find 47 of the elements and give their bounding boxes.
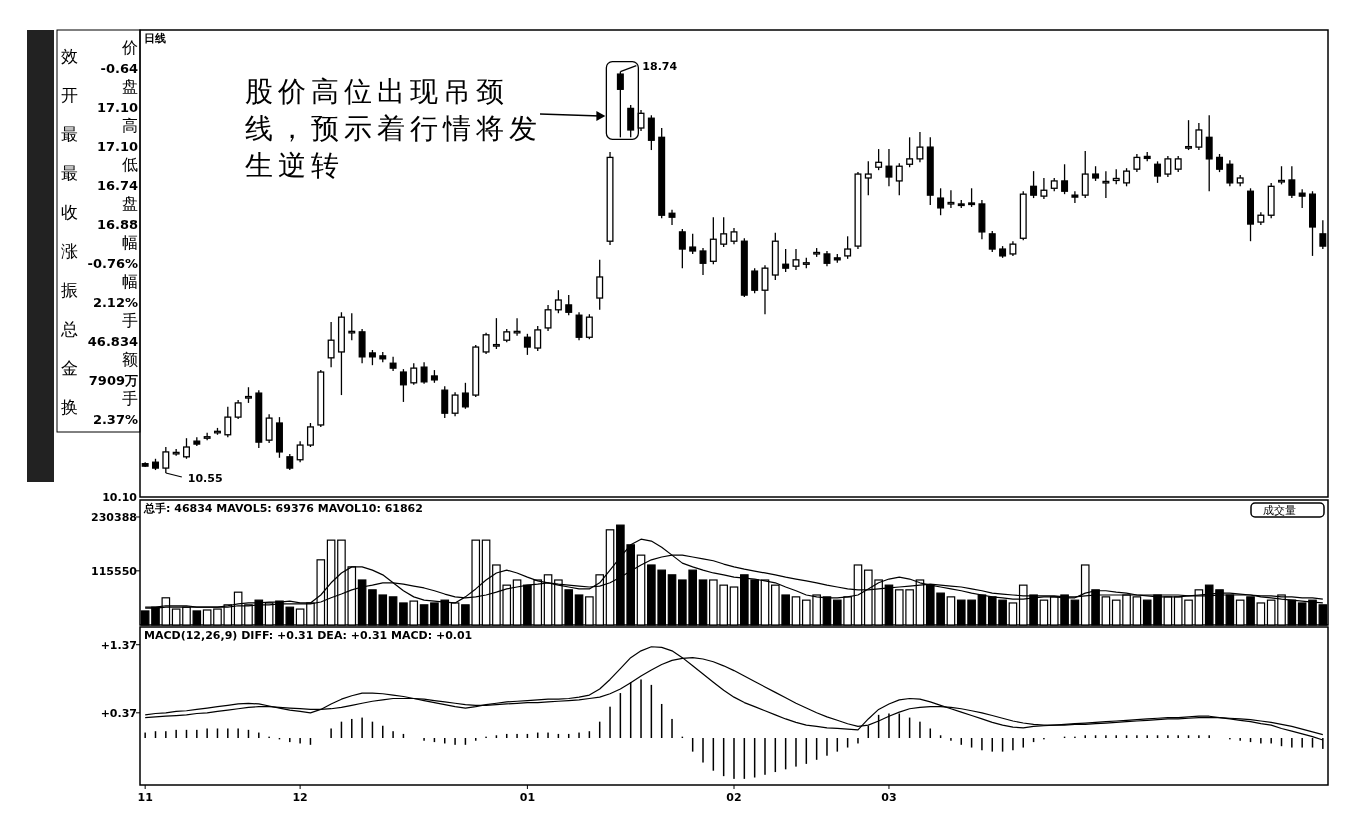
- text: 涨: [61, 241, 78, 261]
- text: 幅: [122, 233, 138, 252]
- text: 16.74: [96, 178, 138, 193]
- x-tick-label: 03: [881, 791, 897, 804]
- x-tick-label: 02: [726, 791, 742, 804]
- x-tick-label: 11: [137, 791, 153, 804]
- text: 收: [61, 202, 78, 222]
- text: 额: [122, 350, 138, 369]
- text: 16.88: [96, 217, 138, 232]
- text: 盘: [122, 77, 138, 96]
- text: 手: [122, 311, 138, 330]
- text: 盘: [122, 194, 138, 213]
- text: 17.10: [96, 139, 138, 154]
- text: 低: [122, 155, 138, 174]
- text: 换: [61, 397, 78, 417]
- text: 幅: [122, 272, 138, 291]
- text: 高: [122, 116, 138, 135]
- text: 46.834: [87, 334, 138, 349]
- chart-title: 总手: 46834 MAVOL5: 69376 MAVOL10: 61862: [143, 502, 423, 515]
- text: 2.37%: [92, 412, 138, 427]
- text: 振: [61, 280, 78, 300]
- y-tick-label: +0.37: [100, 706, 137, 720]
- text: 手: [122, 389, 138, 408]
- text: 金: [61, 358, 78, 378]
- x-tick-label: 01: [519, 791, 536, 804]
- text: 7909万: [88, 373, 138, 388]
- text: 最: [61, 124, 78, 144]
- y-tick-label: +1.37: [100, 638, 137, 652]
- text: 开: [61, 85, 78, 105]
- chart-title: MACD(12,26,9) DIFF: +0.31 DEA: +0.31 MACD: +0.01: [144, 629, 473, 642]
- annotation: 10.55: [187, 471, 223, 485]
- text: -0.64: [100, 61, 138, 76]
- text: 最: [61, 163, 78, 183]
- annotation: 18.74: [642, 59, 678, 73]
- chart-title: 日线: [144, 32, 166, 45]
- annotation: 股价高位出现吊颈线，预示着行情将发生逆转: [245, 75, 542, 182]
- text: 价: [121, 38, 138, 57]
- text: 总: [60, 319, 78, 339]
- text: 17.10: [96, 100, 138, 115]
- y-tick-label: 230388: [91, 510, 137, 524]
- text: 10.10: [102, 491, 138, 504]
- y-tick-label: 115550: [91, 564, 138, 578]
- annotation: 成交量: [1263, 504, 1296, 517]
- x-tick-label: 12: [292, 791, 308, 804]
- text: -0.76%: [87, 256, 138, 271]
- text: 2.12%: [92, 295, 138, 310]
- text: 效: [61, 46, 78, 66]
